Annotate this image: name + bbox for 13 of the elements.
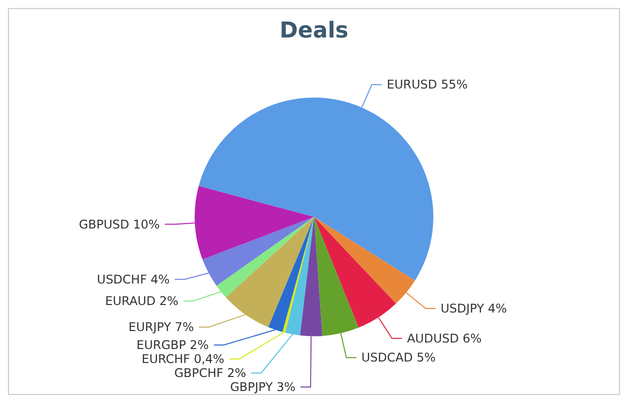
slice-label: GBPUSD 10% (78, 217, 160, 232)
slice-label: AUDUSD 6% (406, 331, 482, 346)
slice-label: EURCHF 0,4% (142, 352, 224, 366)
slice-label: USDJPY 4% (440, 301, 507, 316)
slice-label: EURAUD 2% (105, 294, 178, 308)
slice-label: EURGBP 2% (136, 338, 209, 352)
slice-label: EURUSD 55% (386, 78, 468, 92)
slice-label: USDCAD 5% (361, 350, 436, 365)
slice-label: GBPCHF 2% (174, 366, 246, 380)
slice-label: EURJPY 7% (128, 320, 194, 334)
slice-label: USDCHF 4% (96, 272, 170, 286)
chart-title: Deals (280, 18, 348, 44)
slice-label: GBPJPY 3% (230, 380, 296, 394)
